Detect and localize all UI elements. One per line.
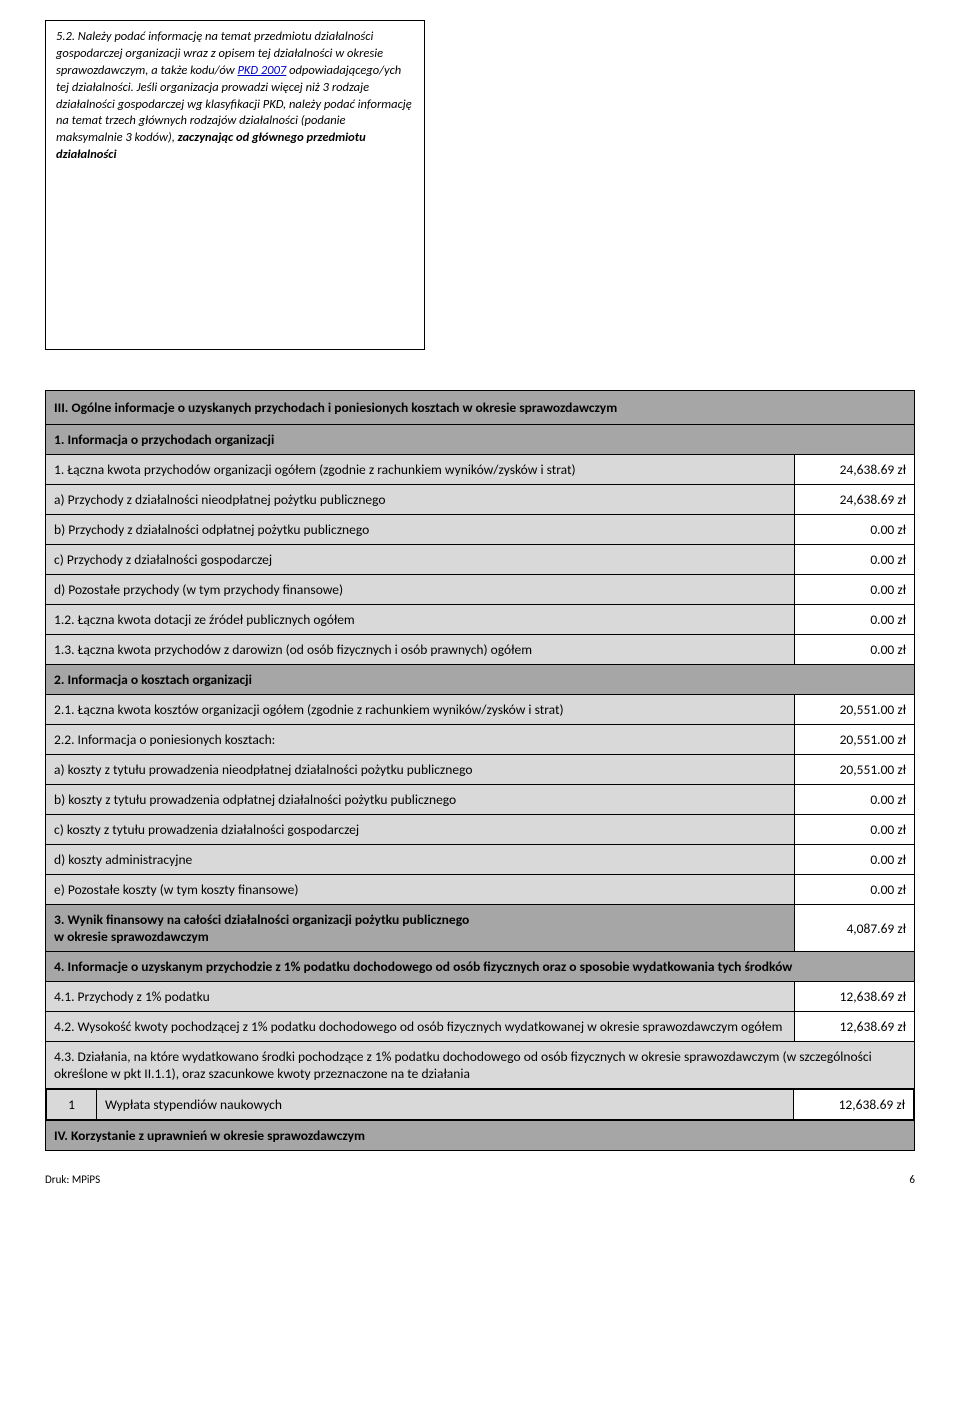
footer-left: Druk: MPiPS xyxy=(45,1173,100,1186)
footer-page-number: 6 xyxy=(909,1173,915,1186)
row-value: 0.00 zł xyxy=(795,635,915,665)
row-label: e) Pozostałe koszty (w tym koszty finans… xyxy=(46,875,795,905)
row-value: 0.00 zł xyxy=(795,815,915,845)
row-value: 12,638.69 zł xyxy=(795,1012,915,1042)
action-num: 1 xyxy=(47,1090,97,1120)
row-value: 0.00 zł xyxy=(795,575,915,605)
row-label: 1.3. Łączna kwota przychodów z darowizn … xyxy=(46,635,795,665)
section-iv-header: IV. Korzystanie z uprawnień w okresie sp… xyxy=(46,1121,915,1151)
subsection-4-3-text: 4.3. Działania, na które wydatkowano śro… xyxy=(46,1042,915,1089)
table-row: e) Pozostałe koszty (w tym koszty finans… xyxy=(46,875,915,905)
row-label: 4.2. Wysokość kwoty pochodzącej z 1% pod… xyxy=(46,1012,795,1042)
row-value: 0.00 zł xyxy=(795,785,915,815)
subsection-2-header: 2. Informacja o kosztach organizacji xyxy=(46,665,915,695)
row-label: b) koszty z tytułu prowadzenia odpłatnej… xyxy=(46,785,795,815)
row-label: c) koszty z tytułu prowadzenia działalno… xyxy=(46,815,795,845)
section-iv-title: IV. Korzystanie z uprawnień w okresie sp… xyxy=(46,1121,915,1151)
row-value: 12,638.69 zł xyxy=(795,982,915,1012)
table-row: 4.1. Przychody z 1% podatku 12,638.69 zł xyxy=(46,982,915,1012)
row-label: d) Pozostałe przychody (w tym przychody … xyxy=(46,575,795,605)
subsection-4-header: 4. Informacje o uzyskanym przychodzie z … xyxy=(46,952,915,982)
row-value: 4,087.69 zł xyxy=(795,905,915,952)
table-row: c) Przychody z działalności gospodarczej… xyxy=(46,545,915,575)
row-3-result: 3. Wynik finansowy na całości działalnoś… xyxy=(46,905,915,952)
row-value: 0.00 zł xyxy=(795,845,915,875)
table-row: 2.2. Informacja o poniesionych kosztach:… xyxy=(46,725,915,755)
row-label: b) Przychody z działalności odpłatnej po… xyxy=(46,515,795,545)
pkd-link[interactable]: PKD 2007 xyxy=(237,63,286,78)
section-iii-header: III. Ogólne informacje o uzyskanych przy… xyxy=(46,391,915,425)
table-row: 1.2. Łączna kwota dotacji ze źródeł publ… xyxy=(46,605,915,635)
subsection-4-title: 4. Informacje o uzyskanym przychodzie z … xyxy=(46,952,915,982)
actions-table: 1 Wypłata stypendiów naukowych 12,638.69… xyxy=(46,1089,914,1120)
row-value: 0.00 zł xyxy=(795,515,915,545)
row-label: 2.2. Informacja o poniesionych kosztach: xyxy=(46,725,795,755)
row-label: 3. Wynik finansowy na całości działalnoś… xyxy=(46,905,795,952)
row-value: 0.00 zł xyxy=(795,605,915,635)
row-value: 24,638.69 zł xyxy=(795,455,915,485)
table-row: 1.3. Łączna kwota przychodów z darowizn … xyxy=(46,635,915,665)
row-label: c) Przychody z działalności gospodarczej xyxy=(46,545,795,575)
table-row: b) Przychody z działalności odpłatnej po… xyxy=(46,515,915,545)
table-row: 2.1. Łączna kwota kosztów organizacji og… xyxy=(46,695,915,725)
row-label: d) koszty administracyjne xyxy=(46,845,795,875)
action-label: Wypłata stypendiów naukowych xyxy=(97,1090,794,1120)
row-label: 2.1. Łączna kwota kosztów organizacji og… xyxy=(46,695,795,725)
action-row: 1 Wypłata stypendiów naukowych 12,638.69… xyxy=(47,1090,914,1120)
financial-table: III. Ogólne informacje o uzyskanych przy… xyxy=(45,390,915,1151)
action-value: 12,638.69 zł xyxy=(794,1090,914,1120)
table-row: d) koszty administracyjne 0.00 zł xyxy=(46,845,915,875)
row3-label-text: 3. Wynik finansowy na całości działalnoś… xyxy=(54,911,469,945)
table-row: b) koszty z tytułu prowadzenia odpłatnej… xyxy=(46,785,915,815)
table-row: c) koszty z tytułu prowadzenia działalno… xyxy=(46,815,915,845)
table-row: 1. Łączna kwota przychodów organizacji o… xyxy=(46,455,915,485)
row-value: 20,551.00 zł xyxy=(795,725,915,755)
row-label: 1. Łączna kwota przychodów organizacji o… xyxy=(46,455,795,485)
action-row-container: 1 Wypłata stypendiów naukowych 12,638.69… xyxy=(46,1089,915,1121)
row-value: 24,638.69 zł xyxy=(795,485,915,515)
subsection-1-title: 1. Informacja o przychodach organizacji xyxy=(46,425,915,455)
row-label: 4.1. Przychody z 1% podatku xyxy=(46,982,795,1012)
row-value: 20,551.00 zł xyxy=(795,695,915,725)
section-5-2-box: 5.2. Należy podać informację na temat pr… xyxy=(45,20,425,350)
section-iii-title: III. Ogólne informacje o uzyskanych przy… xyxy=(46,391,915,425)
page-footer: Druk: MPiPS 6 xyxy=(45,1173,915,1186)
table-row: 4.2. Wysokość kwoty pochodzącej z 1% pod… xyxy=(46,1012,915,1042)
table-row: a) Przychody z działalności nieodpłatnej… xyxy=(46,485,915,515)
subsection-1-header: 1. Informacja o przychodach organizacji xyxy=(46,425,915,455)
row-value: 0.00 zł xyxy=(795,875,915,905)
table-row: a) koszty z tytułu prowadzenia nieodpłat… xyxy=(46,755,915,785)
row-label: a) koszty z tytułu prowadzenia nieodpłat… xyxy=(46,755,795,785)
row-value: 0.00 zł xyxy=(795,545,915,575)
table-row: d) Pozostałe przychody (w tym przychody … xyxy=(46,575,915,605)
row-label: a) Przychody z działalności nieodpłatnej… xyxy=(46,485,795,515)
subsection-4-3: 4.3. Działania, na które wydatkowano śro… xyxy=(46,1042,915,1089)
row-label: 1.2. Łączna kwota dotacji ze źródeł publ… xyxy=(46,605,795,635)
subsection-2-title: 2. Informacja o kosztach organizacji xyxy=(46,665,915,695)
row-value: 20,551.00 zł xyxy=(795,755,915,785)
